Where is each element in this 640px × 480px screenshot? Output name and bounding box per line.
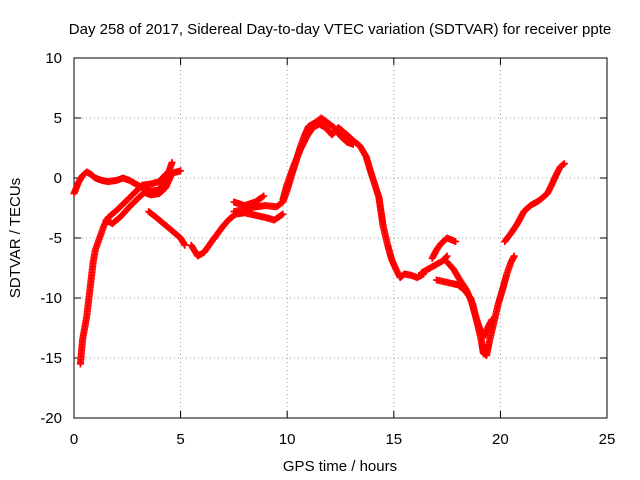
data-points <box>70 114 568 368</box>
x-tick-label: 5 <box>176 431 184 448</box>
series-arc-4 <box>145 208 189 249</box>
x-tick-label: 15 <box>385 431 402 448</box>
gridlines <box>74 58 607 418</box>
y-tick-label: 5 <box>54 110 62 127</box>
y-axis-label: SDTVAR / TECUs <box>7 178 24 298</box>
data-point <box>442 253 450 261</box>
data-point <box>452 238 460 246</box>
series-arc-2 <box>76 170 170 368</box>
series-arc-3 <box>102 167 185 228</box>
data-point <box>161 171 169 179</box>
y-tick-label: -10 <box>40 290 62 307</box>
series-arc-13 <box>501 160 568 246</box>
data-point <box>560 160 568 168</box>
series-arc-5 <box>187 209 287 260</box>
y-tick-labels: -20 -15 -10 -5 0 5 10 <box>40 50 62 427</box>
data-point <box>181 241 189 249</box>
data-point <box>488 316 496 324</box>
x-tick-label: 20 <box>492 431 509 448</box>
x-tick-label: 0 <box>70 431 78 448</box>
data-point <box>278 211 286 219</box>
series-arc-11 <box>443 252 518 360</box>
chart-title: Day 258 of 2017, Sidereal Day-to-day VTE… <box>69 21 611 38</box>
series-arc-12 <box>432 276 496 342</box>
data-point <box>259 193 267 201</box>
x-tick-label: 10 <box>279 431 296 448</box>
x-tick-labels: 0 5 10 15 20 25 <box>70 431 616 448</box>
x-axis-label: GPS time / hours <box>283 458 397 475</box>
y-tick-label: -20 <box>40 410 62 427</box>
data-point <box>279 210 287 218</box>
y-tick-label: 10 <box>45 50 62 67</box>
data-point <box>168 158 176 166</box>
plot-frame <box>73 57 608 419</box>
series-arc-8 <box>279 120 428 282</box>
data-point <box>559 161 567 168</box>
series-arc-10 <box>428 234 460 262</box>
axis-ticks <box>73 57 608 419</box>
y-tick-label: -5 <box>49 230 62 247</box>
y-tick-label: 0 <box>54 170 62 187</box>
x-tick-label: 25 <box>599 431 616 448</box>
data-point <box>260 192 268 200</box>
data-point <box>443 252 451 260</box>
data-point <box>510 252 518 260</box>
series-arc-9 <box>418 252 451 277</box>
y-tick-label: -15 <box>40 350 62 367</box>
data-point <box>177 167 185 175</box>
